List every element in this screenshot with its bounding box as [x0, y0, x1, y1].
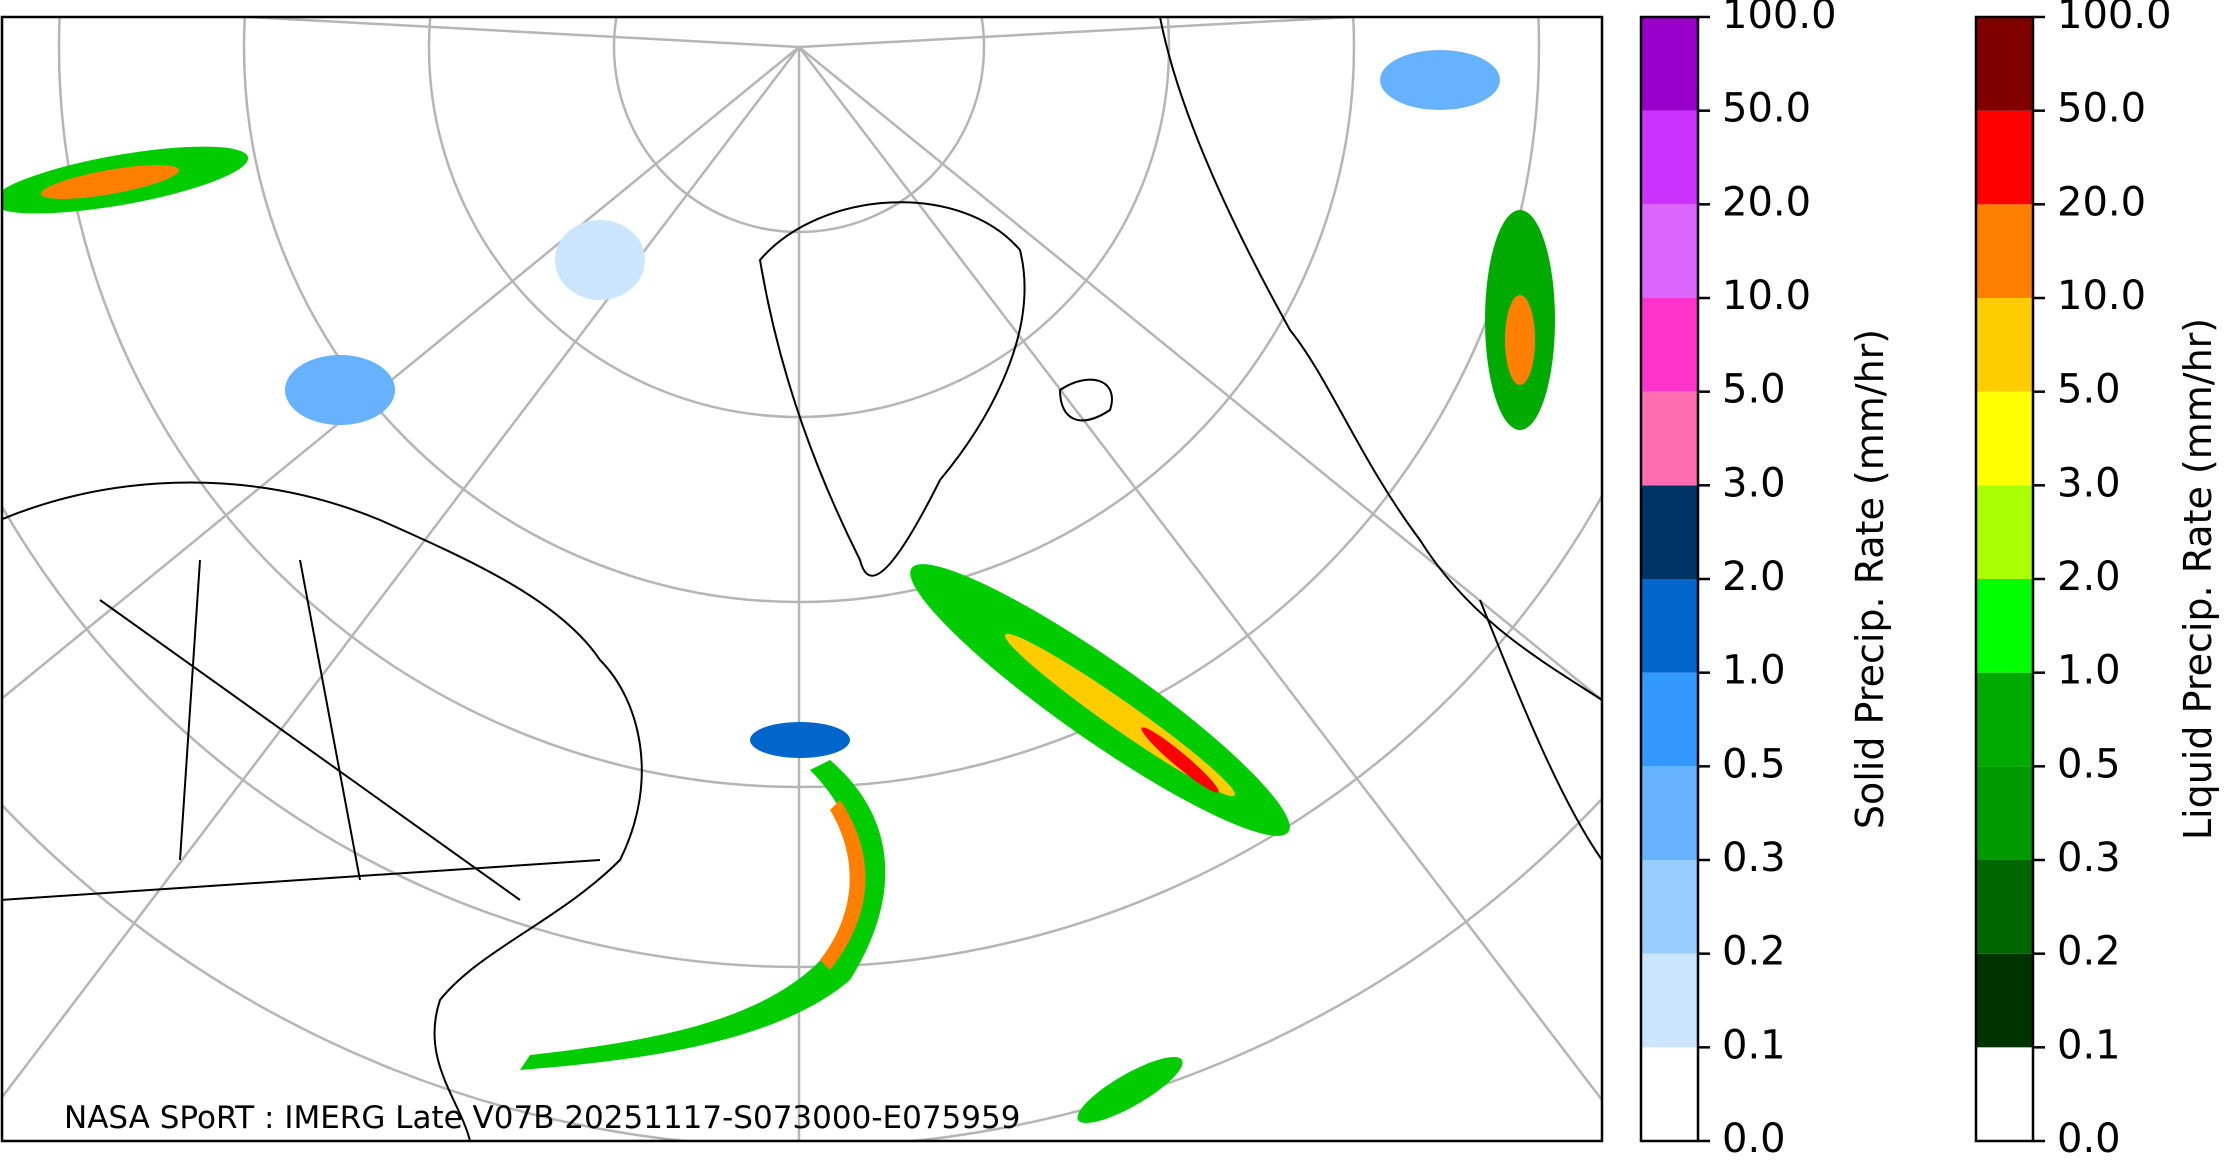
- colorbar-tick-label: 2.0: [1722, 554, 1786, 600]
- colorbar-tick-label: 10.0: [2057, 273, 2146, 319]
- colorbar-segment: [1976, 204, 2033, 298]
- colorbar-tick-label: 3.0: [1722, 460, 1786, 506]
- colorbar-segment: [1976, 672, 2033, 767]
- colorbar-tick-label: 0.0: [2057, 1116, 2121, 1162]
- colorbar-segment: [1641, 391, 1698, 486]
- colorbar-segment: [1976, 485, 2033, 579]
- colorbar-tick-label: 0.3: [2057, 835, 2121, 881]
- colorbar-tick-label: 50.0: [2057, 86, 2146, 132]
- colorbar-tick-label: 0.2: [2057, 929, 2121, 975]
- colorbar-segment: [1641, 298, 1698, 392]
- colorbar-segment: [1976, 1047, 2033, 1141]
- colorbar-tick-label: 100.0: [1722, 0, 1837, 38]
- colorbar-tick-label: 1.0: [2057, 648, 2121, 694]
- colorbar-segment: [1641, 672, 1698, 767]
- colorbar-tick-label: 5.0: [2057, 367, 2121, 413]
- colorbar-tick-label: 20.0: [1722, 179, 1811, 225]
- colorbar-tick-label: 100.0: [2057, 0, 2172, 38]
- colorbar-tick-label: 0.3: [1722, 835, 1786, 881]
- colorbar-segment: [1976, 766, 2033, 860]
- colorbar-tick-label: 20.0: [2057, 179, 2146, 225]
- colorbar-tick-label: 2.0: [2057, 554, 2121, 600]
- colorbar-segment: [1976, 110, 2033, 205]
- caption: NASA SPoRT : IMERG Late V07B 20251117-S0…: [64, 1100, 1020, 1136]
- colorbar-tick-label: 0.1: [2057, 1022, 2121, 1068]
- colorbar-segment: [1641, 1047, 1698, 1141]
- colorbar-segment: [1641, 953, 1698, 1048]
- colorbar-segment: [1641, 860, 1698, 954]
- colorbar-tick-label: 1.0: [1722, 648, 1786, 694]
- map-frame: [0, 15, 1604, 1143]
- colorbar-label: Solid Precip. Rate (mm/hr): [1848, 329, 1892, 829]
- colorbar-tick-label: 0.0: [1722, 1116, 1786, 1162]
- colorbar-tick-label: 5.0: [1722, 367, 1786, 413]
- colorbar-segment: [1641, 766, 1698, 860]
- colorbars: 0.0 0.1 0.2 0.3 0.5 1.0 2.0 3.0 5.0 10.0 20.0 50.0 1…: [1639, 0, 2220, 1162]
- colorbar-tick-label: 10.0: [1722, 273, 1811, 319]
- colorbar-label: Liquid Precip. Rate (mm/hr): [2176, 318, 2220, 840]
- map-area: [2, 17, 1602, 1141]
- colorbar-segment: [1641, 579, 1698, 673]
- map-background: [2, 17, 1602, 1141]
- colorbar-tick-label: 0.5: [2057, 741, 2121, 787]
- colorbar-tick-label: 3.0: [2057, 460, 2121, 506]
- colorbar-segment: [1976, 860, 2033, 954]
- colorbar-segment: [1976, 579, 2033, 673]
- colorbar-segment: [1641, 17, 1698, 111]
- precipitation: [2, 50, 1555, 1124]
- colorbar-segment: [1976, 17, 2033, 111]
- colorbar-tick-label: 0.2: [1722, 929, 1786, 975]
- colorbar-segment: [1641, 110, 1698, 205]
- colorbar-tick-label: 50.0: [1722, 86, 1811, 132]
- colorbar-tick-label: 0.1: [1722, 1022, 1786, 1068]
- colorbar-segment: [1976, 298, 2033, 392]
- colorbar-segment: [1641, 485, 1698, 579]
- colorbar-segment: [1641, 204, 1698, 298]
- coastlines: [2, 17, 1602, 1141]
- colorbar-segment: [1976, 953, 2033, 1048]
- colorbar-segment: [1976, 391, 2033, 486]
- colorbar-tick-label: 0.5: [1722, 741, 1786, 787]
